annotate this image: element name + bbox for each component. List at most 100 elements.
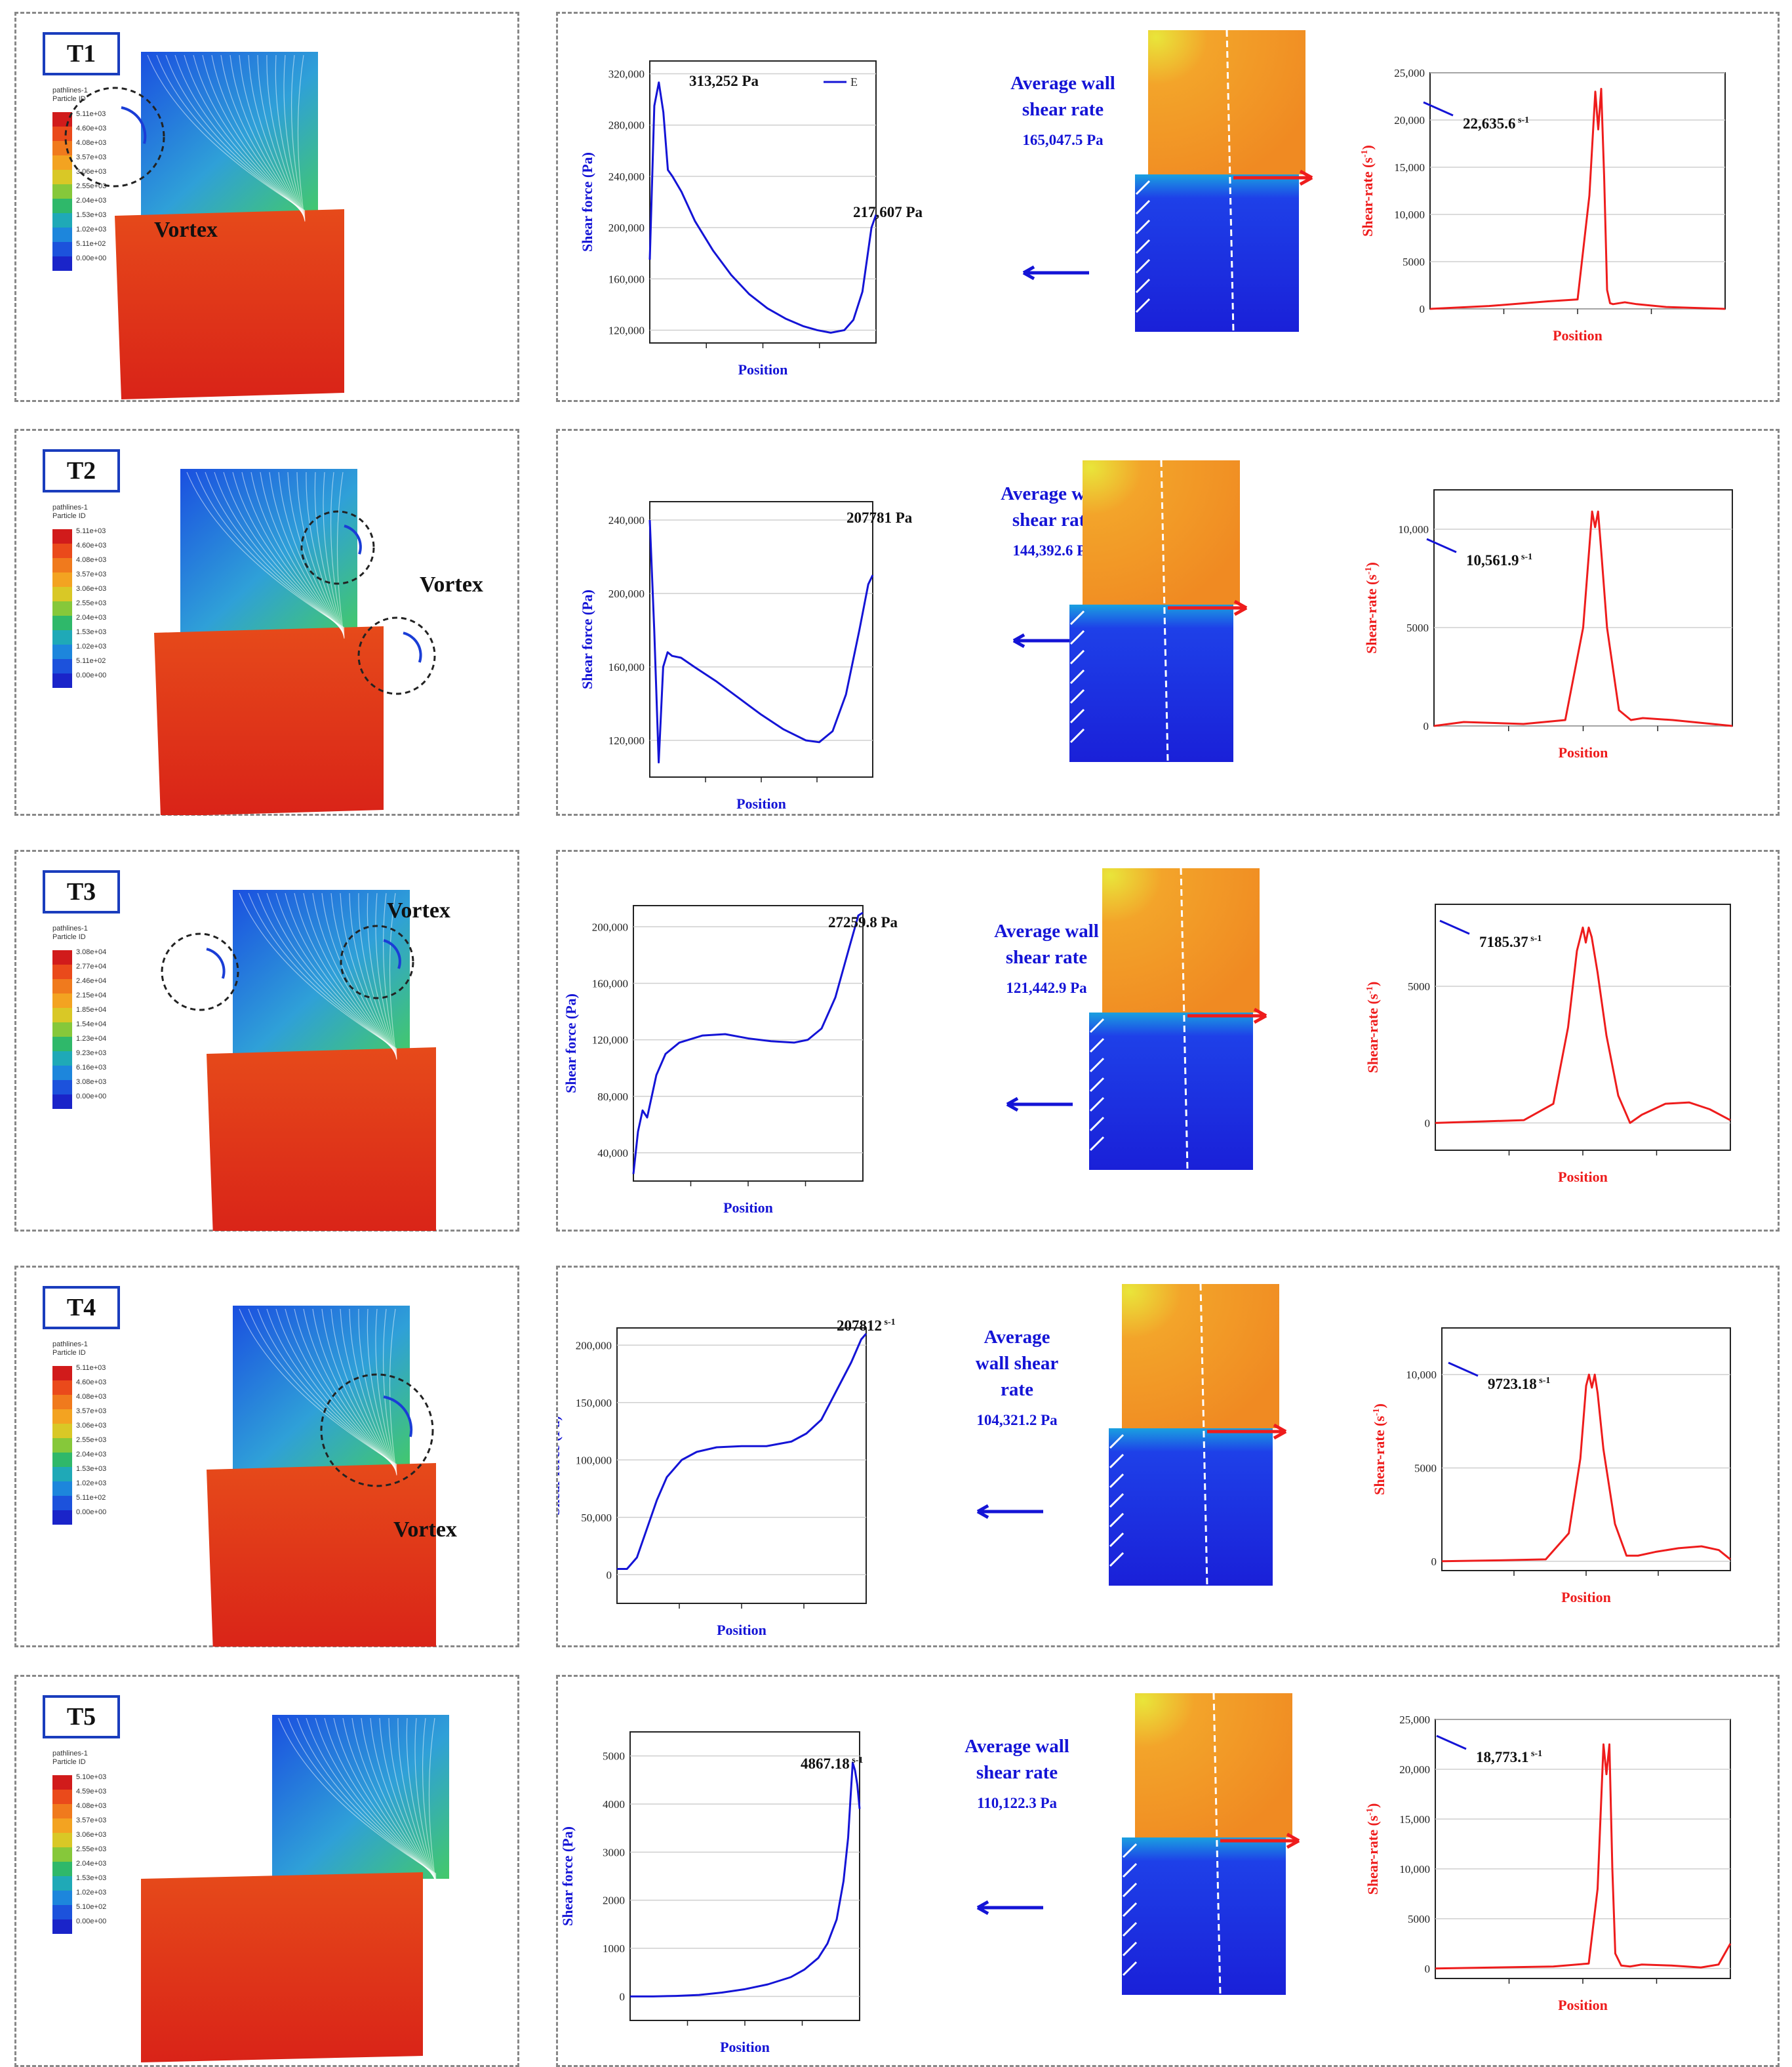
y-axis-label: Shear force (Pa): [558, 1416, 563, 1515]
force-plot-area: [650, 61, 876, 343]
y-tick-label: 200,000: [592, 921, 628, 933]
legend-swatch: [52, 1037, 72, 1051]
lower-chamber: [154, 626, 384, 815]
legend-swatch: [52, 1876, 72, 1891]
y-tick-label: 10,000: [1399, 1863, 1430, 1876]
legend-swatch: [52, 127, 72, 141]
x-axis-label: Position: [1559, 744, 1608, 761]
y-tick-label: 4000: [603, 1798, 625, 1811]
analysis-svg: 320,000280,000240,000200,000160,000120,0…: [558, 14, 1779, 401]
lower-chamber: [207, 1463, 436, 1647]
rate-plot-area: [1442, 1328, 1730, 1571]
y-tick-label: 5000: [1408, 1913, 1430, 1925]
wall-shear-label: Average wall: [1010, 73, 1115, 94]
y-axis-label: Shear-rate (s-1): [1359, 145, 1376, 237]
legend-tick: 0.00e+00: [76, 1508, 106, 1516]
legend-swatch: [52, 1818, 72, 1833]
wall-shear-label: shear rate: [1006, 947, 1087, 968]
analysis-svg: 240,000200,000160,000120,000PositionShea…: [558, 431, 1779, 815]
y-tick-label: 0: [607, 1569, 612, 1581]
wall-shear-label: shear rate: [1022, 99, 1104, 120]
x-axis-label: Position: [738, 361, 788, 378]
legend-title: Particle ID: [52, 512, 86, 520]
rotation-arrow-icon: [207, 949, 224, 978]
legend-swatch: [52, 558, 72, 572]
legend-tick: 5.10e+02: [76, 1903, 106, 1911]
wall-shear-value: 165,047.5 Pa: [1022, 132, 1104, 148]
wall-shear-label: rate: [1001, 1379, 1033, 1400]
legend-tick: 4.08e+03: [76, 556, 106, 564]
y-tick-label: 5000: [1408, 980, 1430, 993]
y-tick-label: 80,000: [597, 1091, 628, 1103]
legend-swatch: [52, 1905, 72, 1919]
x-axis-label: Position: [1561, 1589, 1611, 1605]
force-plot-area: [650, 502, 873, 777]
legend-tick: 1.53e+03: [76, 628, 106, 636]
legend-swatch: [52, 601, 72, 616]
legend-swatch: [52, 1790, 72, 1804]
legend-tick: 1.23e+04: [76, 1035, 106, 1043]
legend-swatch: [52, 1847, 72, 1862]
legend-swatch: [52, 1008, 72, 1022]
lower-contour: [1122, 1837, 1286, 1995]
wall-shear-value: 121,442.9 Pa: [1006, 980, 1087, 996]
legend-swatch: [52, 1775, 72, 1790]
legend-tick: 3.06e+03: [76, 1831, 106, 1839]
legend-tick: 1.54e+04: [76, 1020, 106, 1028]
legend-tick: 5.10e+03: [76, 1773, 106, 1781]
legend-swatch: [52, 659, 72, 673]
y-tick-label: 1000: [603, 1942, 625, 1955]
legend-swatch: [52, 1891, 72, 1905]
legend-swatch: [52, 1424, 72, 1438]
legend-tick: 4.59e+03: [76, 1788, 106, 1796]
legend-swatch: [52, 141, 72, 155]
y-tick-label: 10,000: [1394, 209, 1425, 221]
y-tick-label: 150,000: [576, 1397, 612, 1409]
force-plot-area: [630, 1732, 860, 2020]
legend-swatch: [52, 950, 72, 965]
y-tick-label: 40,000: [597, 1147, 628, 1159]
legend-swatch: [52, 1409, 72, 1424]
x-axis-label: Position: [736, 795, 786, 812]
legend-swatch: [52, 965, 72, 979]
legend-swatch: [52, 199, 72, 213]
y-tick-label: 200,000: [576, 1339, 612, 1352]
legend-tick: 1.85e+04: [76, 1006, 106, 1014]
left-arrow-icon: [1007, 1098, 1073, 1110]
lower-chamber: [207, 1047, 436, 1231]
y-tick-label: 160,000: [608, 661, 645, 673]
legend-swatch: [52, 1496, 72, 1510]
wall-shear-value: 144,392.6 Pa: [1012, 542, 1094, 559]
lower-contour: [1069, 605, 1233, 762]
y-tick-label: 10,000: [1398, 523, 1429, 536]
legend-tick: 2.04e+03: [76, 614, 106, 622]
y-tick-label: 5000: [1414, 1462, 1437, 1474]
legend-tick: 0.00e+00: [76, 672, 106, 679]
legend-tick: 1.53e+03: [76, 211, 106, 219]
left-arrow-icon: [1024, 267, 1089, 279]
legend-tick: 3.57e+03: [76, 571, 106, 578]
legend-tick: 3.06e+03: [76, 1422, 106, 1430]
lower-contour: [1135, 174, 1299, 332]
y-axis-label: Shear-rate (s-1): [1364, 1803, 1381, 1895]
legend-tick: 5.11e+03: [76, 1364, 106, 1372]
vortex-label: Vortex: [420, 572, 483, 597]
analysis-svg: 200,000160,000120,00080,00040,000Positio…: [558, 852, 1779, 1231]
legend-tick: 2.04e+03: [76, 1860, 106, 1868]
legend-title: Particle ID: [52, 1349, 86, 1357]
legend-tick: 1.02e+03: [76, 1889, 106, 1896]
analysis-svg: 200,000150,000100,00050,0000PositionShea…: [558, 1268, 1779, 1647]
y-tick-label: 15,000: [1399, 1813, 1430, 1826]
legend-tick: 6.16e+03: [76, 1064, 106, 1072]
legend-tick: 3.57e+03: [76, 1816, 106, 1824]
legend-tick: 2.46e+04: [76, 977, 106, 985]
legend-tick: 5.11e+02: [76, 657, 106, 665]
legend-tick: 0.00e+00: [76, 1093, 106, 1100]
legend-tick: 2.04e+03: [76, 197, 106, 205]
